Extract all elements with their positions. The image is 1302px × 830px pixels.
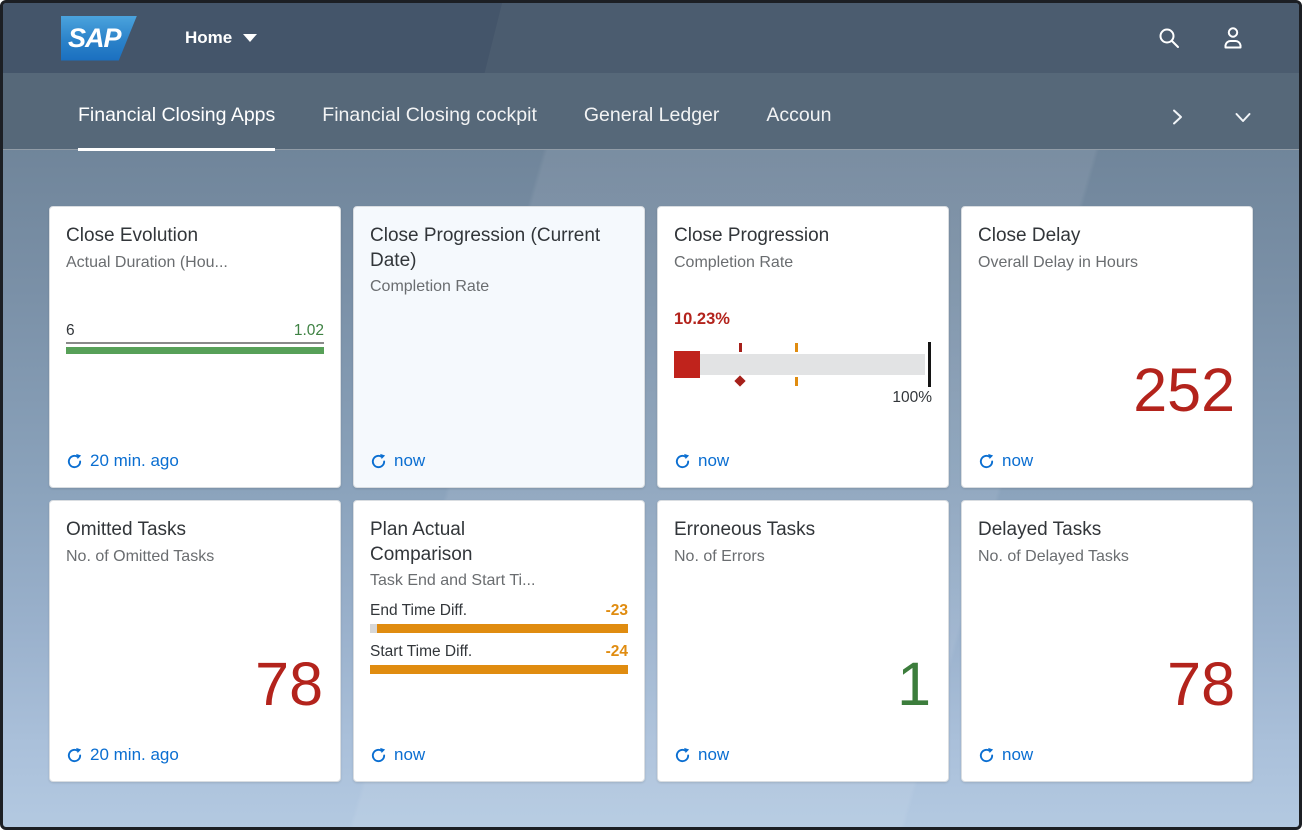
tile-subtitle: Actual Duration (Hou... [66, 253, 228, 271]
bullet-scale-label: 100% [892, 388, 932, 406]
sap-logo-text: SAP [68, 22, 122, 53]
tile-subtitle: No. of Omitted Tasks [66, 547, 215, 565]
tab-general-ledger[interactable]: General Ledger [583, 104, 720, 126]
comparison-bar [370, 665, 628, 675]
comparison-bar [66, 346, 324, 354]
bullet-value-label: 10.23% [674, 309, 730, 328]
bullet-threshold-red [738, 342, 742, 352]
kpi-value: 1 [897, 650, 931, 718]
tile-title: Omitted Tasks [66, 519, 187, 540]
refresh-label: now [698, 451, 730, 470]
tile-title: Delayed Tasks [978, 519, 1102, 540]
refresh-label: now [1002, 745, 1034, 764]
tile-omitted-tasks[interactable]: Omitted Tasks No. of Omitted Tasks 78 20… [49, 500, 341, 782]
tile-title: Close Progression (Current Date) [370, 225, 601, 271]
refresh-icon [979, 747, 994, 762]
anchor-bar: Financial Closing Apps Financial Closing… [3, 73, 1299, 151]
chevron-down-icon[interactable] [1233, 107, 1253, 127]
comparison-bar-value: 1.02 [293, 321, 324, 339]
home-menu-label: Home [185, 28, 233, 47]
tile-title: Close Progression [674, 225, 830, 246]
tile-refresh[interactable]: now [674, 451, 729, 471]
bullet-threshold-orange-marker [795, 376, 799, 386]
tile-refresh[interactable]: 20 min. ago [66, 745, 179, 765]
tile-close-evolution[interactable]: Close Evolution Actual Duration (Hou... … [49, 206, 341, 488]
caret-down-icon [243, 34, 258, 42]
tile-subtitle: Task End and Start Ti... [370, 572, 536, 590]
tile-delayed-tasks[interactable]: Delayed Tasks No. of Delayed Tasks 78 no… [961, 500, 1253, 782]
refresh-icon [67, 453, 82, 468]
sap-logo[interactable]: SAP [61, 15, 137, 61]
refresh-icon [67, 747, 82, 762]
tile-title: Erroneous Tasks [674, 519, 816, 540]
comparison-bar-value: -24 [605, 643, 628, 661]
refresh-label: now [394, 745, 426, 764]
comparison-bar [370, 624, 628, 634]
tab-financial-closing-cockpit[interactable]: Financial Closing cockpit [322, 104, 537, 126]
tile-subtitle: No. of Delayed Tasks [978, 547, 1129, 565]
refresh-label: 20 min. ago [90, 451, 179, 470]
home-menu-button[interactable]: Home [185, 28, 258, 48]
kpi-value: 78 [255, 650, 323, 718]
search-icon[interactable] [1157, 26, 1181, 50]
tile-refresh[interactable]: 20 min. ago [66, 451, 179, 471]
tile-refresh[interactable]: now [978, 745, 1033, 765]
tile-refresh[interactable]: now [370, 745, 425, 765]
bullet-threshold-red-marker [733, 375, 746, 387]
refresh-icon [675, 453, 690, 468]
refresh-icon [979, 453, 994, 468]
tile-refresh[interactable]: now [978, 451, 1033, 471]
tab-accounting[interactable]: Accoun [766, 104, 832, 126]
bullet-threshold-orange [795, 342, 799, 352]
refresh-icon [675, 747, 690, 762]
tile-subtitle: No. of Errors [674, 547, 765, 565]
comparison-bar-label: End Time Diff. [370, 602, 468, 620]
tab-financial-closing-apps[interactable]: Financial Closing Apps [78, 104, 276, 151]
tile-refresh[interactable]: now [674, 745, 729, 765]
user-profile-icon[interactable] [1221, 26, 1245, 50]
comparison-bar-notch [370, 624, 377, 634]
comparison-bar-label: Start Time Diff. [370, 643, 473, 661]
bullet-chart: 10.23% 100% [674, 310, 932, 407]
refresh-icon [371, 453, 386, 468]
kpi-value: 78 [1167, 650, 1235, 718]
tile-plan-actual-comparison[interactable]: Plan Actual Comparison Task End and Star… [353, 500, 645, 782]
refresh-label: now [698, 745, 730, 764]
bullet-target-line [928, 341, 931, 387]
shell-header: SAP Home [3, 3, 1299, 73]
tile-grid: Close Evolution Actual Duration (Hou... … [3, 150, 1299, 782]
comparison-bar-value: -23 [605, 602, 628, 620]
refresh-icon [371, 747, 386, 762]
bullet-track [674, 353, 925, 375]
tile-close-delay[interactable]: Close Delay Overall Delay in Hours 252 n… [961, 206, 1253, 488]
refresh-label: 20 min. ago [90, 745, 179, 764]
scroll-right-icon[interactable] [1167, 107, 1187, 127]
tile-subtitle: Completion Rate [370, 278, 490, 296]
bullet-fill [674, 350, 701, 378]
tile-title: Close Delay [978, 225, 1081, 246]
tile-subtitle: Overall Delay in Hours [978, 253, 1139, 271]
tile-title: Close Evolution [66, 225, 199, 246]
kpi-value: 252 [1133, 356, 1235, 424]
comparison-chart: 6 1.02 [66, 322, 324, 354]
refresh-label: now [1002, 451, 1034, 470]
tile-title: Plan Actual Comparison [370, 519, 473, 565]
tile-erroneous-tasks[interactable]: Erroneous Tasks No. of Errors 1 now [657, 500, 949, 782]
comparison-chart: End Time Diff. -23 Start Time Diff. -24 [370, 602, 628, 675]
refresh-label: now [394, 451, 426, 470]
tile-refresh[interactable]: now [370, 451, 425, 471]
tile-close-progression-current-date[interactable]: Close Progression (Current Date) Complet… [353, 206, 645, 488]
tile-close-progression[interactable]: Close Progression Completion Rate 10.23%… [657, 206, 949, 488]
tile-subtitle: Completion Rate [674, 253, 794, 271]
comparison-bar-label: 6 [66, 321, 75, 339]
shell-header-actions [1157, 26, 1245, 50]
